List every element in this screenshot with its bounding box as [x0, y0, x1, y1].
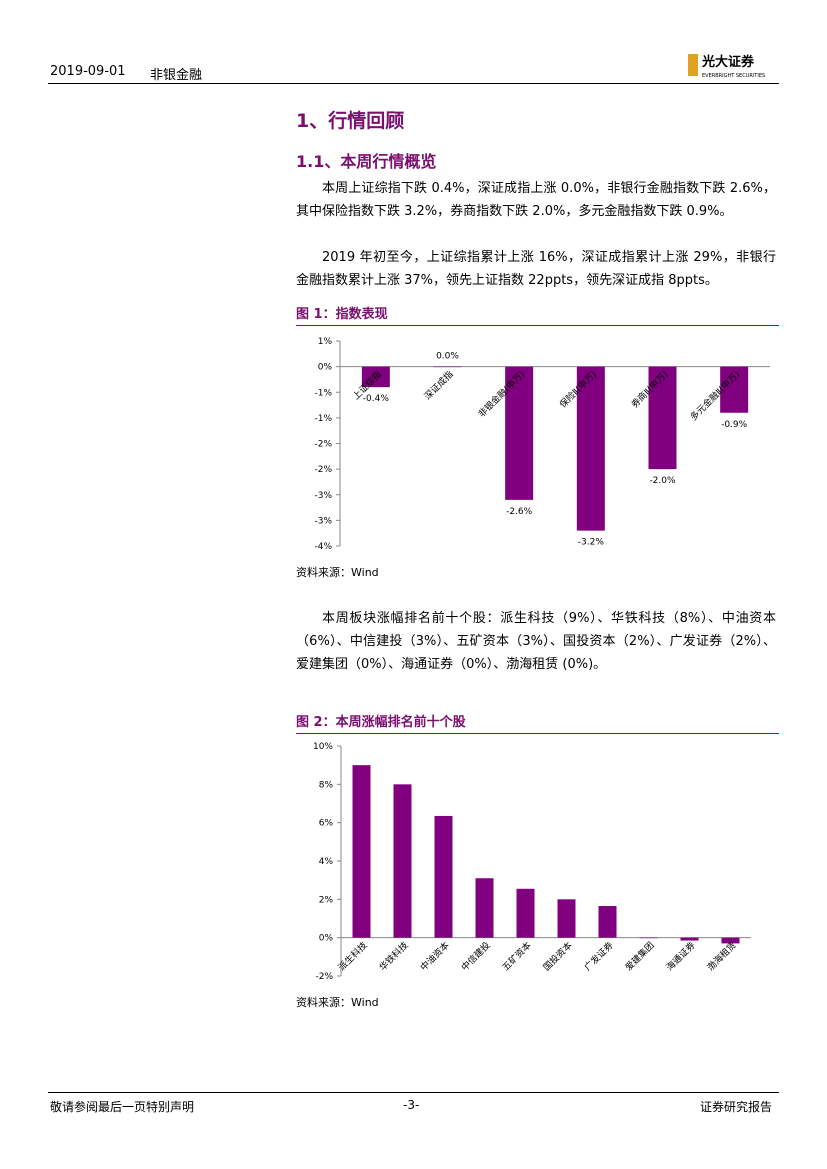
bar — [361, 366, 390, 388]
footer-center: -3- — [403, 1098, 420, 1112]
x-tick-label: 五矿资本 — [500, 939, 534, 973]
bar — [598, 906, 617, 938]
y-tick-label: 0% — [318, 363, 333, 373]
bar — [393, 784, 412, 938]
y-tick-label: -2% — [314, 440, 332, 450]
figure-title: 图 1：指数表现 — [296, 303, 779, 326]
header-rule — [48, 83, 779, 84]
value-label: -0.4% — [363, 394, 390, 404]
y-tick-label: 4% — [319, 857, 334, 867]
bar — [721, 937, 740, 944]
x-tick-label: 海通证券 — [664, 939, 698, 973]
logo-text-en: EVERBRIGHT SECURITIES — [702, 73, 765, 79]
bar — [475, 878, 494, 938]
bar — [434, 815, 453, 938]
bar — [352, 765, 371, 938]
subheading: 1.1、本周行情概览 — [296, 152, 437, 171]
footer-left: 敬请参阅最后一页特别声明 — [50, 1100, 195, 1114]
y-tick-label: 1% — [318, 337, 333, 347]
value-label: -3.2% — [578, 538, 605, 548]
figure-source: 资料来源：Wind — [296, 996, 379, 1009]
y-tick-label: -3% — [314, 491, 332, 501]
bar — [433, 366, 462, 368]
figure-title: 图 2：本周涨幅排名前十个股 — [296, 711, 779, 734]
bar — [576, 366, 605, 531]
paragraph: 本周上证综指下跌 0.4%，深证成指上涨 0.0%，非银行金融指数下跌 2.6%… — [296, 181, 776, 219]
y-tick-label: -3% — [314, 516, 332, 526]
bar — [557, 899, 576, 938]
x-tick-label: 中信建投 — [459, 939, 493, 973]
value-label: -2.6% — [506, 507, 533, 517]
heading: 1、行情回顾 — [296, 110, 405, 132]
logo-text: 光大证券 — [701, 54, 755, 70]
value-label: -0.9% — [721, 420, 748, 430]
paragraph: 本周板块涨幅排名前十个股：派生科技（9%）、华铁科技（8%）、中油资本（6%）、… — [296, 611, 776, 672]
figure-source: 资料来源：Wind — [296, 566, 379, 579]
bar — [648, 366, 677, 470]
y-tick-label: 8% — [319, 780, 334, 790]
x-tick-label: 渤海租赁 — [705, 939, 739, 973]
x-tick-label: 爱建集团 — [623, 939, 657, 973]
footer-rule — [48, 1092, 779, 1093]
bar — [505, 366, 534, 500]
y-tick-label: 0% — [319, 934, 334, 944]
y-tick-label: -2% — [314, 465, 332, 475]
paragraph: 2019 年初至今，上证综指累计上涨 16%，深证成指累计上涨 29%，非银行金… — [296, 250, 776, 288]
header-sector: 非银金融 — [150, 68, 203, 83]
bar — [720, 366, 749, 413]
bar — [516, 888, 535, 938]
x-tick-label: 广发证券 — [582, 939, 616, 973]
y-tick-label: 6% — [319, 819, 334, 829]
x-tick-label: 国投资本 — [541, 939, 575, 973]
value-label: -2.0% — [649, 476, 676, 486]
header-date: 2019-09-01 — [50, 64, 126, 79]
x-tick-label: 深证成指 — [422, 368, 456, 402]
x-tick-label: 中油资本 — [418, 939, 452, 973]
y-tick-label: -1% — [314, 414, 332, 424]
value-label: 0.0% — [436, 352, 459, 362]
x-tick-label: 华铁科技 — [377, 939, 411, 973]
y-tick-label: -4% — [314, 542, 332, 552]
bar — [680, 937, 699, 941]
bar — [639, 937, 658, 939]
logo-mark — [688, 54, 698, 76]
footer-right: 证券研究报告 — [700, 1100, 773, 1114]
y-tick-label: 10% — [313, 742, 333, 752]
y-tick-label: -2% — [315, 972, 333, 982]
y-tick-label: 2% — [319, 895, 334, 905]
logo: 光大证券 EVERBRIGHT SECURITIES — [688, 54, 765, 79]
y-tick-label: -1% — [314, 388, 332, 398]
